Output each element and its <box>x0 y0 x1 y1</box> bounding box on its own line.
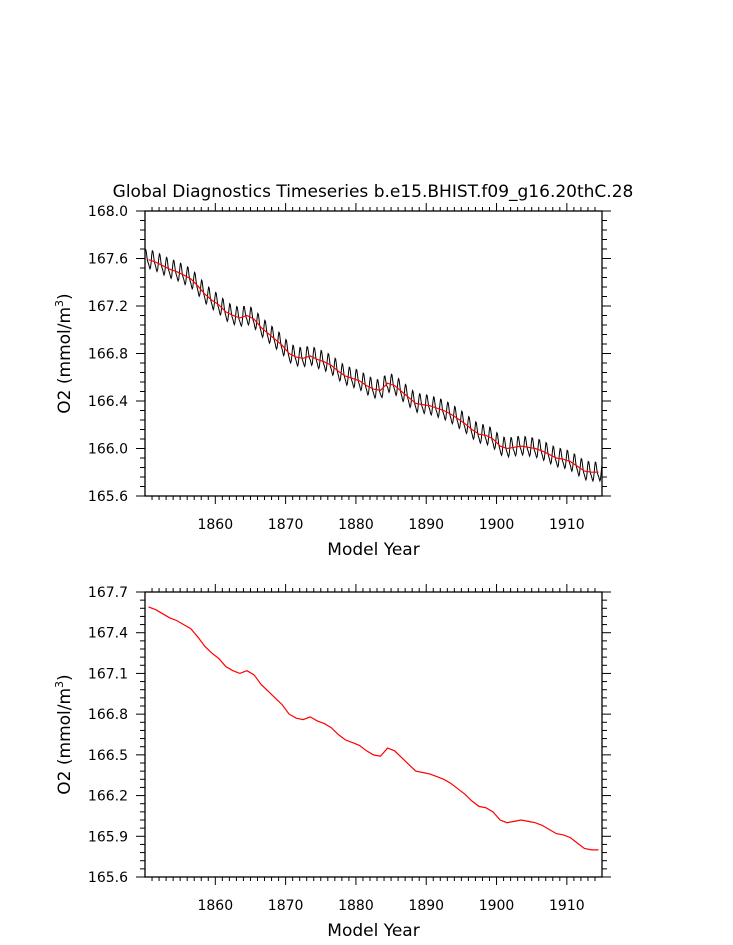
y-axis: 165.6 165.9 166.2 166.5 166.8 167.1 167.4 167.7… <box>53 585 611 886</box>
y-axis: 165.6 166.0 166.4 166.8 167.2 167.6 168.0 O2 (m… <box>53 204 611 505</box>
y-axis-label: O2 (mmol/m3) <box>53 674 75 794</box>
figure-title: Global Diagnostics Timeseries b.e15.BHIS… <box>113 182 634 202</box>
x-tick-label: 1900 <box>479 898 515 914</box>
x-tick-label: 1910 <box>549 517 585 533</box>
y-tick-label: 165.6 <box>88 489 128 505</box>
y-axis-label: O2 (mmol/m3) <box>53 293 75 413</box>
x-tick-label: 1860 <box>197 517 233 533</box>
x-tick-label: 1890 <box>408 517 444 533</box>
y-tick-label: 167.7 <box>88 585 128 601</box>
y-axis-label-superscript: 3 <box>53 300 66 307</box>
plot-area <box>148 606 599 851</box>
x-tick-label: 1880 <box>338 898 374 914</box>
y-tick-label: 166.8 <box>88 707 128 723</box>
series-monthly-line <box>145 249 602 483</box>
x-tick-label: 1880 <box>338 517 374 533</box>
series-annual-mean-line <box>148 259 599 473</box>
y-axis-label-close: ) <box>55 293 75 300</box>
y-tick-label: 165.9 <box>88 829 128 845</box>
x-tick-label: 1870 <box>268 517 304 533</box>
y-tick-label: 168.0 <box>88 204 128 220</box>
x-axis-label: Model Year <box>327 921 419 941</box>
x-axis: 1860 1870 1880 1890 1900 1910 Model Year <box>151 203 596 560</box>
x-axis: 1860 1870 1880 1890 1900 1910 Model Year <box>151 584 596 941</box>
y-axis-label-superscript: 3 <box>53 681 66 688</box>
x-tick-label: 1870 <box>268 898 304 914</box>
plot-frame <box>144 591 603 878</box>
y-tick-label: 167.6 <box>88 252 128 268</box>
y-axis-label-base: O2 (mmol/m <box>55 688 75 795</box>
x-tick-label: 1910 <box>549 898 585 914</box>
x-tick-label: 1860 <box>197 898 233 914</box>
y-tick-label: 167.1 <box>88 666 128 682</box>
plot-frame <box>144 210 603 497</box>
series-annual-mean-line <box>148 606 599 851</box>
x-tick-label: 1900 <box>479 517 515 533</box>
y-tick-label: 166.0 <box>88 442 128 458</box>
y-tick-label: 165.6 <box>88 870 128 886</box>
y-axis-label-base: O2 (mmol/m <box>55 307 75 414</box>
y-tick-label: 166.2 <box>88 789 128 805</box>
y-tick-label: 167.2 <box>88 299 128 315</box>
x-axis-label: Model Year <box>327 540 419 560</box>
y-tick-label: 166.8 <box>88 347 128 363</box>
y-tick-label: 166.4 <box>88 394 128 410</box>
x-tick-label: 1890 <box>408 898 444 914</box>
plot-area <box>145 249 602 483</box>
y-tick-label: 167.4 <box>88 626 128 642</box>
y-axis-label-close: ) <box>55 674 75 681</box>
y-tick-label: 166.5 <box>88 748 128 764</box>
